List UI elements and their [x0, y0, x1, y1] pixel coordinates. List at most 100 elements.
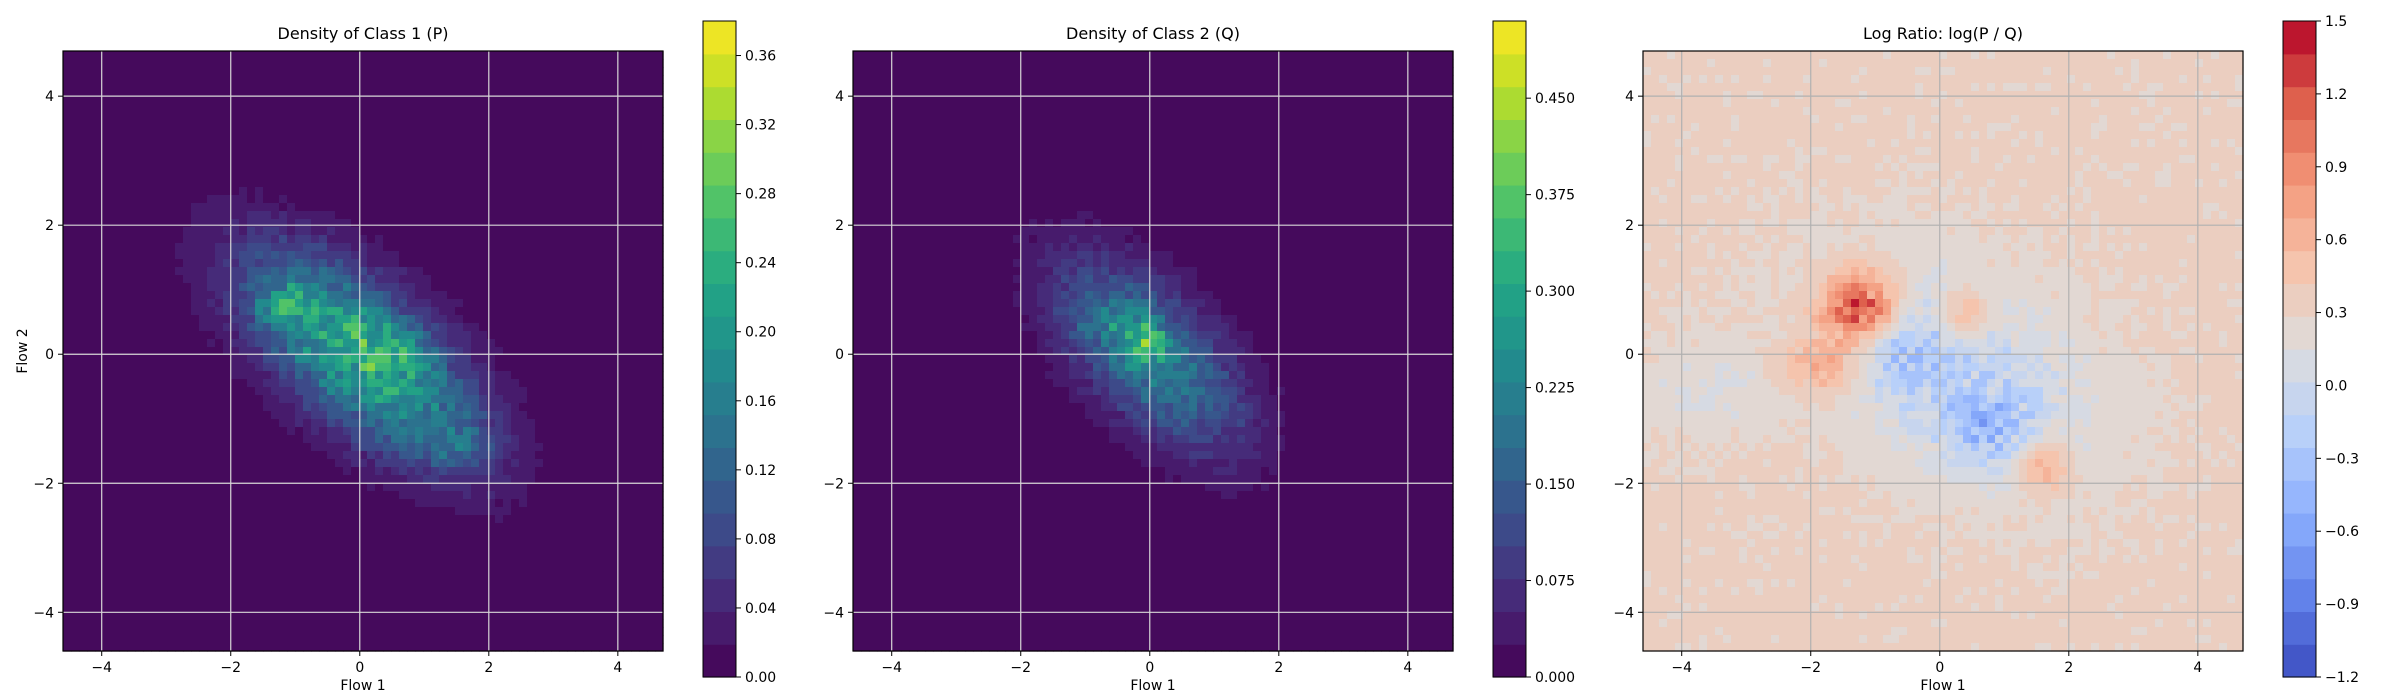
heatmap-cell: [151, 619, 160, 628]
heatmap-cell: [311, 435, 320, 444]
heatmap-cell: [343, 179, 352, 188]
heatmap-cell: [479, 595, 488, 604]
heatmap-cell: [319, 171, 328, 180]
heatmap-cell: [135, 83, 144, 92]
heatmap-cell: [399, 315, 408, 324]
heatmap-cell: [583, 107, 592, 116]
heatmap-cell: [535, 595, 544, 604]
heatmap-cell: [391, 547, 400, 556]
heatmap-cell: [111, 379, 120, 388]
heatmap-cell: [535, 499, 544, 508]
heatmap-cell: [479, 427, 488, 436]
heatmap-cell: [255, 491, 264, 500]
heatmap-cell: [247, 203, 256, 212]
heatmap-cell: [551, 179, 560, 188]
heatmap-cell: [487, 523, 496, 532]
heatmap-cell: [223, 139, 232, 148]
heatmap-cell: [111, 315, 120, 324]
heatmap-cell: [223, 75, 232, 84]
heatmap-cell: [103, 587, 112, 596]
heatmap-cell: [199, 595, 208, 604]
heatmap-cell: [207, 635, 216, 644]
heatmap-cell: [127, 187, 136, 196]
heatmap-cell: [215, 123, 224, 132]
heatmap-cell: [567, 171, 576, 180]
heatmap-cell: [351, 163, 360, 172]
heatmap-cell: [71, 131, 80, 140]
heatmap-cell: [463, 267, 472, 276]
heatmap-cell: [255, 523, 264, 532]
heatmap-cell: [591, 107, 600, 116]
heatmap-cell: [503, 411, 512, 420]
heatmap-cell: [359, 499, 368, 508]
heatmap-cell: [95, 595, 104, 604]
heatmap-cell: [151, 299, 160, 308]
heatmap-cell: [567, 523, 576, 532]
heatmap-cell: [455, 411, 464, 420]
heatmap-cell: [199, 643, 208, 652]
heatmap-cell: [471, 555, 480, 564]
heatmap-cell: [263, 459, 272, 468]
heatmap-cell: [335, 483, 344, 492]
heatmap-cell: [423, 435, 432, 444]
heatmap-cell: [255, 611, 264, 620]
heatmap-cell: [407, 227, 416, 236]
heatmap-cell: [559, 67, 568, 76]
heatmap-cell: [255, 259, 264, 268]
heatmap-cell: [391, 379, 400, 388]
heatmap-cell: [327, 235, 336, 244]
heatmap-cell: [559, 203, 568, 212]
heatmap-cell: [535, 379, 544, 388]
heatmap-cell: [87, 243, 96, 252]
heatmap-cell: [303, 419, 312, 428]
heatmap-cell: [359, 323, 368, 332]
heatmap-cell: [175, 603, 184, 612]
heatmap-cell: [495, 339, 504, 348]
heatmap-cell: [191, 347, 200, 356]
heatmap-cell: [215, 403, 224, 412]
heatmap-cell: [247, 547, 256, 556]
heatmap-cell: [183, 251, 192, 260]
heatmap-cell: [527, 235, 536, 244]
heatmap-cell: [263, 467, 272, 476]
heatmap-cell: [239, 115, 248, 124]
heatmap-cell: [167, 555, 176, 564]
heatmap-cell: [87, 515, 96, 524]
heatmap-cell: [455, 579, 464, 588]
heatmap-cell: [543, 147, 552, 156]
heatmap-cell: [175, 299, 184, 308]
heatmap-cell: [223, 211, 232, 220]
heatmap-cell: [231, 459, 240, 468]
heatmap-cell: [487, 171, 496, 180]
heatmap-cell: [279, 379, 288, 388]
heatmap-cell: [351, 539, 360, 548]
heatmap-cell: [231, 387, 240, 396]
heatmap-cell: [567, 587, 576, 596]
heatmap-cell: [567, 235, 576, 244]
heatmap-cell: [519, 147, 528, 156]
heatmap-cell: [247, 67, 256, 76]
heatmap-cell: [471, 403, 480, 412]
heatmap-cell: [135, 67, 144, 76]
heatmap-cell: [87, 315, 96, 324]
heatmap-cell: [271, 211, 280, 220]
heatmap-cell: [191, 291, 200, 300]
heatmap-cell: [199, 307, 208, 316]
heatmap-cell: [295, 59, 304, 68]
heatmap-cell: [287, 491, 296, 500]
heatmap-cell: [503, 195, 512, 204]
heatmap-cell: [143, 451, 152, 460]
heatmap-cell: [295, 363, 304, 372]
heatmap-cell: [279, 259, 288, 268]
heatmap-cell: [327, 579, 336, 588]
heatmap-cell: [215, 243, 224, 252]
heatmap-cell: [343, 635, 352, 644]
heatmap-cell: [327, 595, 336, 604]
heatmap-cell: [551, 115, 560, 124]
heatmap-cell: [175, 291, 184, 300]
heatmap-cell: [143, 307, 152, 316]
heatmap-cell: [487, 627, 496, 636]
heatmap-cell: [343, 123, 352, 132]
heatmap-cell: [455, 627, 464, 636]
heatmap-cell: [535, 515, 544, 524]
